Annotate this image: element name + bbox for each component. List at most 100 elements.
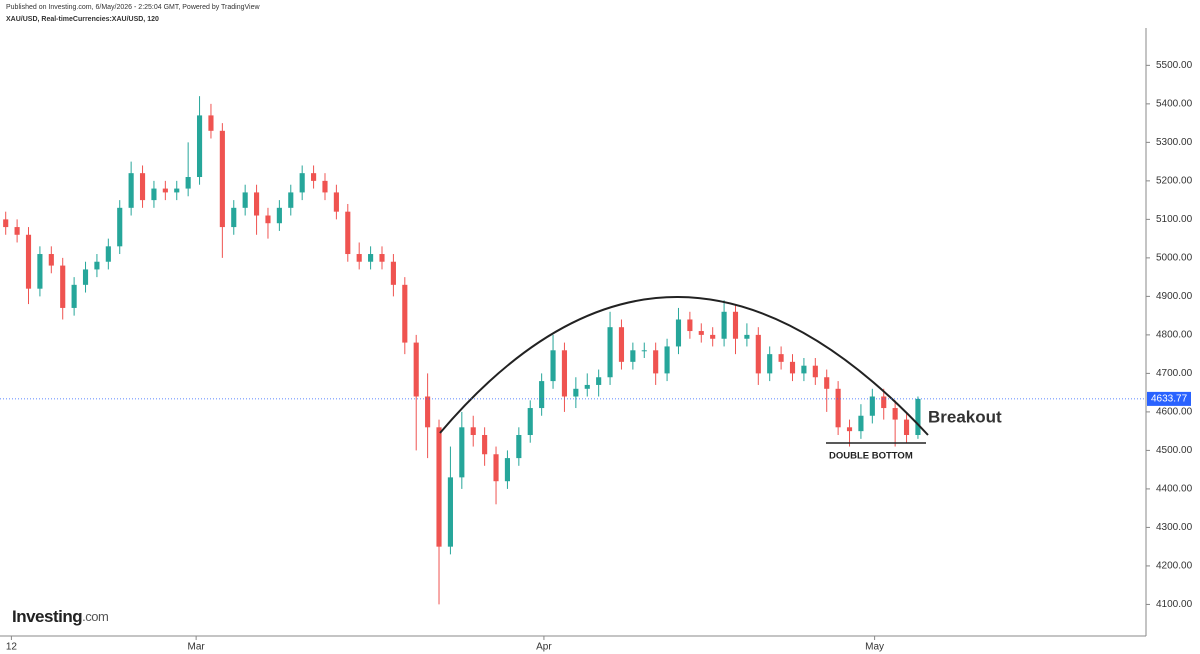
candle-body — [550, 350, 556, 382]
y-tick-label: 5300.00 — [1156, 137, 1193, 148]
candle-body — [801, 365, 807, 374]
candle-body — [151, 188, 157, 201]
candle-body — [516, 435, 522, 459]
candle-body — [436, 427, 442, 547]
candle-body — [789, 361, 796, 374]
y-tick-label: 5000.00 — [1156, 253, 1193, 264]
candle-body — [94, 261, 100, 270]
candle-body — [3, 219, 9, 228]
candle-body — [596, 377, 602, 385]
x-tick-label: Mar — [188, 642, 206, 653]
candle-body — [71, 284, 77, 308]
candle-body — [82, 269, 89, 285]
candle-body — [846, 427, 853, 432]
candle-body — [664, 346, 670, 374]
candle-body — [561, 350, 568, 397]
candle-body — [208, 115, 214, 131]
candle-body — [162, 188, 168, 193]
candle-body — [345, 211, 351, 255]
candle-body — [641, 350, 647, 352]
candle-body — [219, 130, 225, 228]
candle-body — [311, 173, 317, 181]
candle-body — [470, 427, 476, 436]
candle-body — [732, 311, 739, 339]
y-tick-label: 5400.00 — [1156, 98, 1193, 109]
candle-body — [174, 188, 180, 193]
candle-body — [48, 254, 54, 266]
candle-body — [482, 435, 488, 455]
candle-body — [322, 180, 328, 193]
candle-body — [231, 207, 237, 228]
candle-body — [869, 396, 875, 416]
candle-body — [425, 396, 431, 428]
candle-body — [196, 115, 203, 178]
x-tick-label: May — [865, 642, 884, 653]
logo-main: Investing — [12, 607, 82, 626]
candle-body — [333, 192, 339, 212]
y-tick-label: 4500.00 — [1156, 445, 1193, 456]
candle-body — [903, 419, 910, 436]
candle-body — [493, 454, 499, 482]
candle-body — [755, 334, 761, 374]
logo-suffix: .com — [82, 609, 108, 624]
y-tick-label: 4400.00 — [1156, 484, 1193, 495]
candle-body — [573, 388, 579, 397]
last-price-label: 4633.77 — [1151, 394, 1188, 405]
candle-body — [539, 381, 545, 409]
symbol-label: XAU/USD, Real-timeCurrencies:XAU/USD, 12… — [6, 16, 159, 23]
candle-body — [675, 319, 682, 347]
y-tick-label: 4200.00 — [1156, 561, 1193, 572]
candle-body — [630, 350, 636, 362]
candle-body — [824, 377, 830, 389]
y-tick-label: 4300.00 — [1156, 522, 1193, 533]
y-tick-label: 4900.00 — [1156, 291, 1193, 302]
candle-body — [459, 427, 465, 478]
candle-body — [607, 327, 613, 378]
candle-body — [710, 334, 716, 339]
candle-body — [653, 350, 659, 374]
y-tick-label: 4700.00 — [1156, 368, 1193, 379]
candle-body — [60, 265, 66, 308]
x-tick-label: 12 — [6, 642, 18, 653]
candle-body — [379, 254, 385, 262]
candle-body — [767, 354, 773, 374]
candle-body — [812, 365, 818, 378]
candle-body — [698, 331, 704, 335]
candles — [3, 96, 921, 605]
rounding-arc — [439, 296, 929, 436]
candle-body — [139, 173, 146, 201]
candle-body — [37, 254, 43, 289]
candle-body — [390, 261, 396, 285]
candle-body — [778, 354, 784, 362]
candle-body — [242, 192, 248, 208]
candle-body — [356, 254, 362, 262]
candle-body — [858, 415, 864, 432]
candle-body — [276, 207, 282, 224]
y-tick-label: 4600.00 — [1156, 407, 1193, 418]
published-note: Published on Investing.com, 6/May/2026 -… — [6, 4, 261, 11]
candle-body — [744, 334, 750, 339]
candle-body — [117, 207, 123, 247]
candle-body — [721, 311, 727, 339]
candle-body — [915, 398, 921, 436]
y-tick-label: 5200.00 — [1156, 176, 1193, 187]
logo: Investing.com — [12, 607, 108, 626]
candle-body — [368, 254, 374, 262]
candle-body — [504, 458, 510, 482]
y-tick-label: 4800.00 — [1156, 330, 1193, 341]
candle-body — [288, 192, 294, 208]
y-tick-label: 4100.00 — [1156, 599, 1193, 610]
candle-body — [14, 227, 20, 235]
candle-body — [185, 177, 191, 189]
candle-body — [265, 215, 271, 224]
y-tick-label: 5100.00 — [1156, 214, 1193, 225]
candle-body — [447, 477, 453, 547]
candle-body — [413, 342, 419, 397]
breakout-label: Breakout — [928, 407, 1002, 426]
double-bottom-label: DOUBLE BOTTOM — [829, 451, 913, 462]
candle-body — [527, 408, 533, 436]
candle-body — [618, 327, 625, 362]
candle-body — [687, 319, 693, 332]
candle-body — [402, 284, 408, 343]
